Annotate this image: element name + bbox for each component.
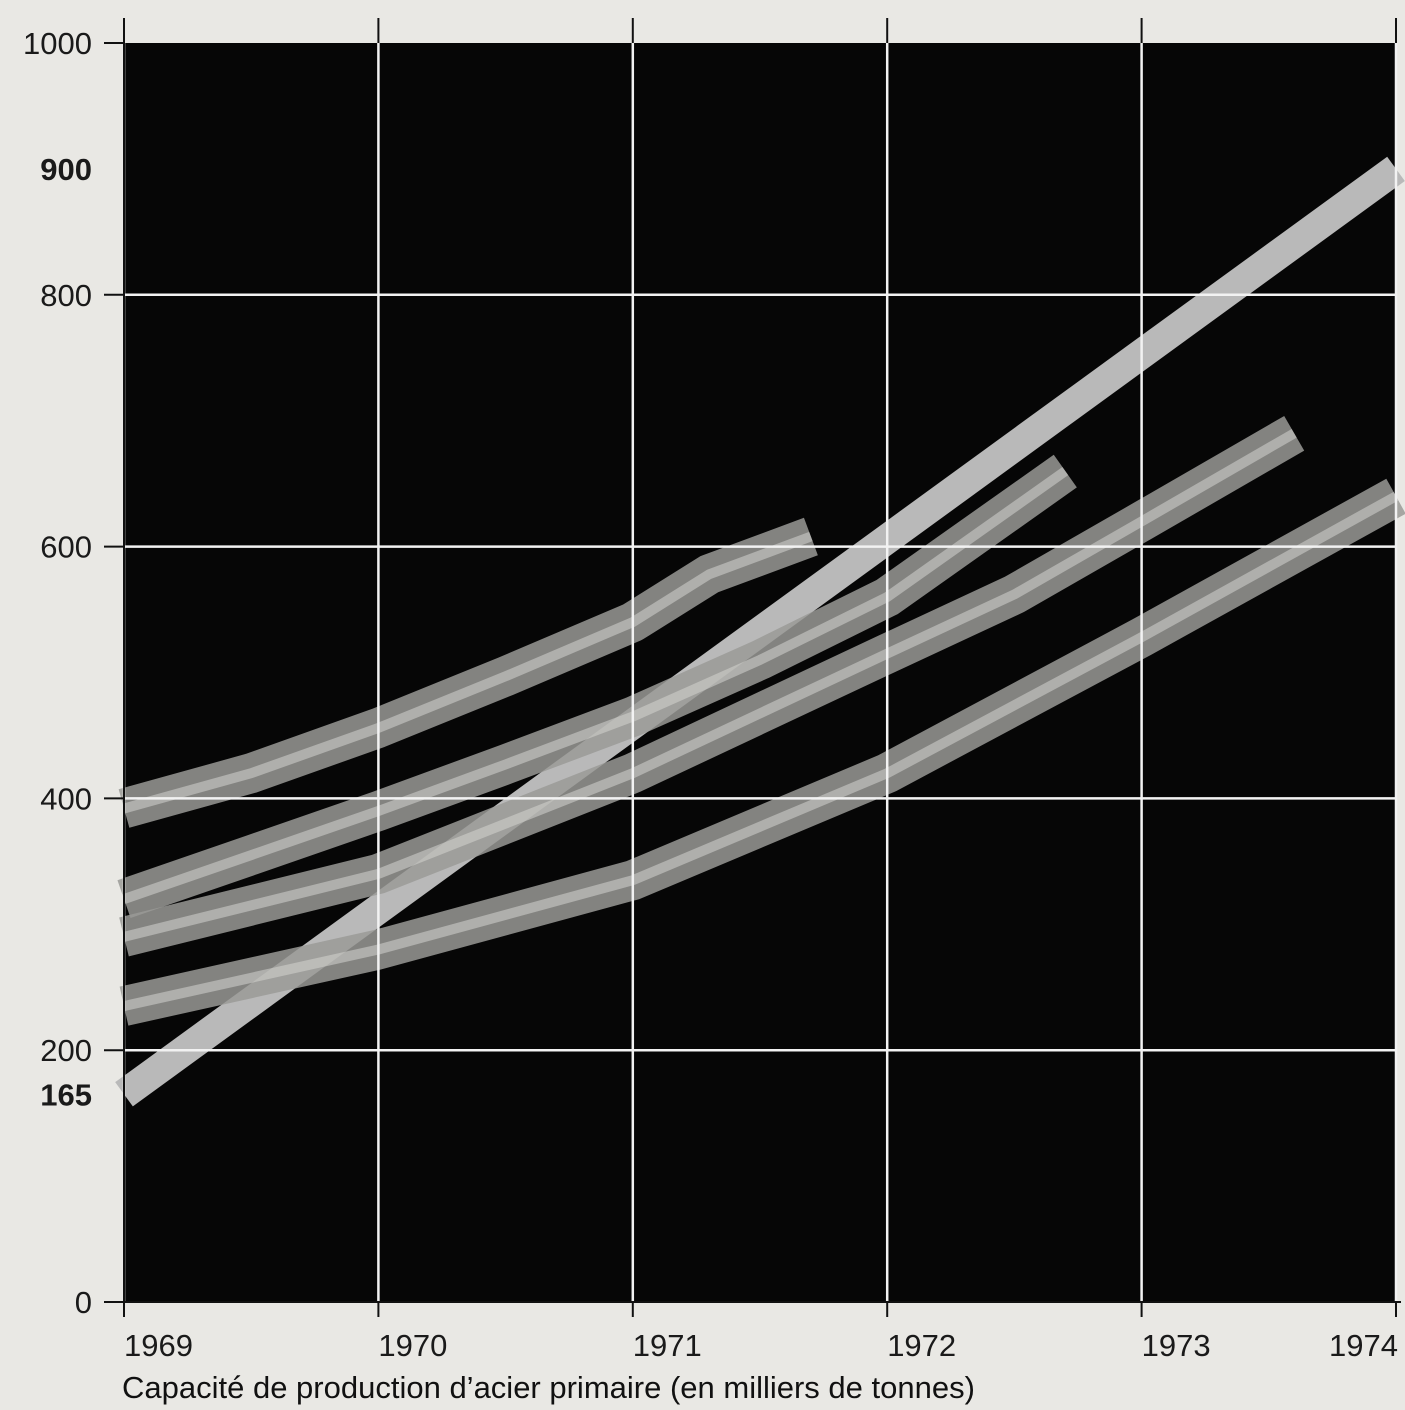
- series-highlight-2: [122, 467, 1069, 904]
- y-tick-label-4: 400: [40, 781, 92, 816]
- x-tick-label-1: 1970: [378, 1328, 447, 1363]
- y-tick-label-2: 800: [40, 278, 92, 313]
- y-tick-label-7: 0: [75, 1285, 92, 1320]
- x-tick-label-5: 1974: [1329, 1328, 1398, 1363]
- x-tick-label-2: 1971: [633, 1328, 702, 1363]
- y-tick-label-3: 600: [40, 530, 92, 565]
- y-tick-label-1: 900: [40, 152, 92, 187]
- x-axis-label: Capacité de production d’acier primaire …: [122, 1370, 975, 1405]
- y-tick-label-5: 200: [40, 1033, 92, 1068]
- y-tick-label-0: 1000: [23, 26, 92, 61]
- x-tick-label-3: 1972: [887, 1328, 956, 1363]
- series-highlight-4: [122, 491, 1399, 1011]
- x-tick-label-4: 1973: [1142, 1328, 1211, 1363]
- series-highlight-1: [122, 531, 813, 814]
- x-tick-label-0: 1969: [124, 1328, 193, 1363]
- axes-group: 1969 1970 1971 1972 1973 1974 1000 900 800 600 400…: [23, 18, 1401, 1363]
- y-tick-label-6: 165: [40, 1077, 92, 1112]
